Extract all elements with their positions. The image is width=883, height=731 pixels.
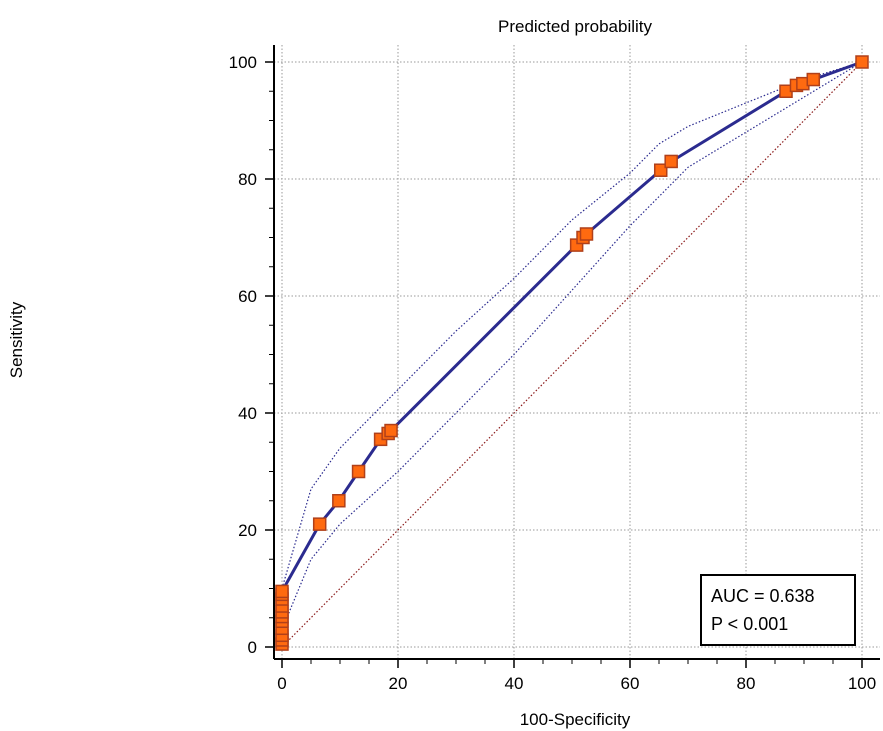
x-tick-label: 60 [621, 674, 640, 693]
roc-point-marker [332, 494, 346, 508]
x-axis-title: 100-Specificity [520, 710, 631, 729]
series-layer [280, 60, 863, 648]
roc-point-marker [855, 55, 869, 69]
roc-point-marker [664, 154, 678, 169]
p-value-label: P < 0.001 [711, 614, 788, 634]
y-tick-label: 0 [248, 638, 257, 657]
y-tick-label: 40 [238, 404, 257, 423]
y-tick-label: 80 [238, 170, 257, 189]
roc-point-marker [384, 423, 398, 438]
roc-point-marker [579, 227, 594, 241]
stats-box: AUC = 0.638 P < 0.001 [700, 574, 856, 646]
x-tick-label: 0 [277, 674, 286, 693]
axes: 0 20 40 60 80 100 0 20 40 60 80 100 [229, 45, 880, 693]
x-tick-label: 80 [737, 674, 756, 693]
stats-box-frame [700, 574, 856, 646]
roc-point-marker [351, 464, 366, 479]
ci-upper-line [281, 61, 863, 589]
y-tick-label: 60 [238, 287, 257, 306]
x-tick-label: 100 [848, 674, 876, 693]
roc-point-marker [275, 584, 289, 599]
y-tick-label: 20 [238, 521, 257, 540]
chart-title: Predicted probability [498, 17, 653, 36]
grid [274, 45, 880, 659]
x-tick-label: 20 [389, 674, 408, 693]
reference-diagonal-line [281, 61, 863, 648]
ci-lower-line [281, 61, 863, 630]
y-axis-title: Sensitivity [7, 301, 26, 378]
x-tick-label: 40 [505, 674, 524, 693]
roc-point-marker [806, 72, 821, 87]
roc-point-marker [653, 163, 668, 177]
markers [275, 55, 869, 651]
roc-point-marker [312, 517, 327, 531]
y-tick-label: 100 [229, 53, 257, 72]
auc-label: AUC = 0.638 [711, 586, 815, 606]
